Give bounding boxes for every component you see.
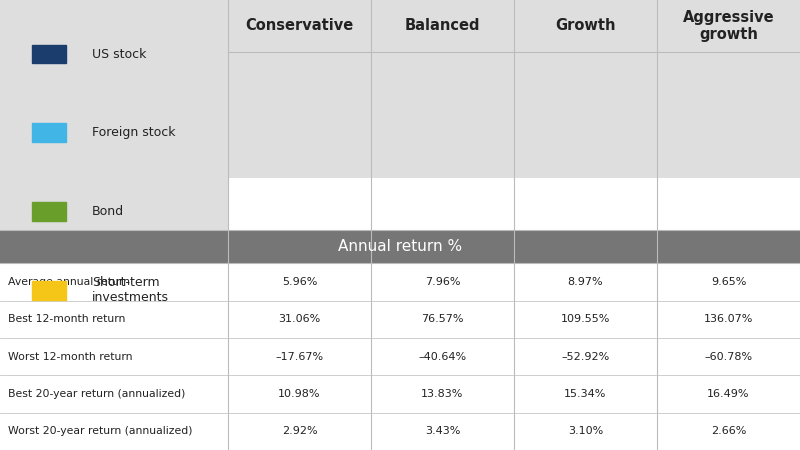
Text: Balanced: Balanced xyxy=(405,18,480,33)
Wedge shape xyxy=(390,36,442,120)
Text: –52.92%: –52.92% xyxy=(562,351,610,362)
Text: Bond: Bond xyxy=(92,205,124,218)
Text: 60%: 60% xyxy=(684,94,710,104)
Wedge shape xyxy=(247,54,299,97)
Bar xyxy=(32,45,66,63)
Wedge shape xyxy=(729,58,781,131)
Text: 35%: 35% xyxy=(400,69,426,79)
Text: 136.07%: 136.07% xyxy=(704,314,753,324)
Text: 5%: 5% xyxy=(598,60,617,70)
Text: 15%: 15% xyxy=(414,113,441,123)
Text: 7.96%: 7.96% xyxy=(425,277,460,287)
Text: 50%: 50% xyxy=(302,112,329,122)
Wedge shape xyxy=(247,89,299,115)
Text: 2.92%: 2.92% xyxy=(282,426,318,436)
Text: 14%: 14% xyxy=(255,74,282,85)
Wedge shape xyxy=(586,45,627,89)
Text: –17.67%: –17.67% xyxy=(275,351,323,362)
Text: 49%: 49% xyxy=(546,65,573,75)
Text: 6%: 6% xyxy=(259,94,278,104)
Text: 31.06%: 31.06% xyxy=(278,314,321,324)
Text: 21%: 21% xyxy=(572,117,599,126)
Text: Worst 20-year return (annualized): Worst 20-year return (annualized) xyxy=(8,426,193,436)
Text: 15%: 15% xyxy=(730,55,757,65)
Text: US stock: US stock xyxy=(92,48,146,60)
Text: Foreign stock: Foreign stock xyxy=(92,126,175,139)
Text: Average annual return: Average annual return xyxy=(8,277,130,287)
Text: 9.65%: 9.65% xyxy=(711,277,746,287)
Text: 10%: 10% xyxy=(439,53,466,63)
Wedge shape xyxy=(260,36,345,89)
Bar xyxy=(32,202,66,221)
Wedge shape xyxy=(729,36,771,89)
Bar xyxy=(32,123,66,142)
Text: 2.66%: 2.66% xyxy=(711,426,746,436)
Bar xyxy=(32,281,66,300)
Text: 76.57%: 76.57% xyxy=(422,314,464,324)
Wedge shape xyxy=(554,89,618,141)
Wedge shape xyxy=(586,57,638,130)
Wedge shape xyxy=(254,63,352,141)
Wedge shape xyxy=(442,36,474,89)
Text: Short-term
investments: Short-term investments xyxy=(92,276,169,304)
Text: Best 12-month return: Best 12-month return xyxy=(8,314,126,324)
Text: Worst 12-month return: Worst 12-month return xyxy=(8,351,133,362)
Wedge shape xyxy=(676,36,759,141)
Text: 3.10%: 3.10% xyxy=(568,426,603,436)
Text: –40.64%: –40.64% xyxy=(418,351,466,362)
Text: 30%: 30% xyxy=(290,51,316,62)
Text: 16.49%: 16.49% xyxy=(707,389,750,399)
Text: 15.34%: 15.34% xyxy=(564,389,606,399)
Text: 10.98%: 10.98% xyxy=(278,389,321,399)
Wedge shape xyxy=(442,46,495,141)
Text: –60.78%: –60.78% xyxy=(705,351,753,362)
Text: 40%: 40% xyxy=(460,94,487,104)
Text: 25%: 25% xyxy=(747,89,774,99)
Text: Growth: Growth xyxy=(555,18,616,33)
Text: 25%: 25% xyxy=(605,88,631,98)
Text: 109.55%: 109.55% xyxy=(561,314,610,324)
Text: Aggressive
growth: Aggressive growth xyxy=(682,10,774,42)
Text: 5.96%: 5.96% xyxy=(282,277,317,287)
Text: Annual return %: Annual return % xyxy=(338,239,462,254)
Wedge shape xyxy=(533,36,615,130)
Wedge shape xyxy=(400,89,442,141)
Text: Best 20-year return (annualized): Best 20-year return (annualized) xyxy=(8,389,186,399)
Text: Conservative: Conservative xyxy=(246,18,354,33)
Text: 3.43%: 3.43% xyxy=(425,426,460,436)
Text: 13.83%: 13.83% xyxy=(422,389,464,399)
Text: 8.97%: 8.97% xyxy=(568,277,603,287)
